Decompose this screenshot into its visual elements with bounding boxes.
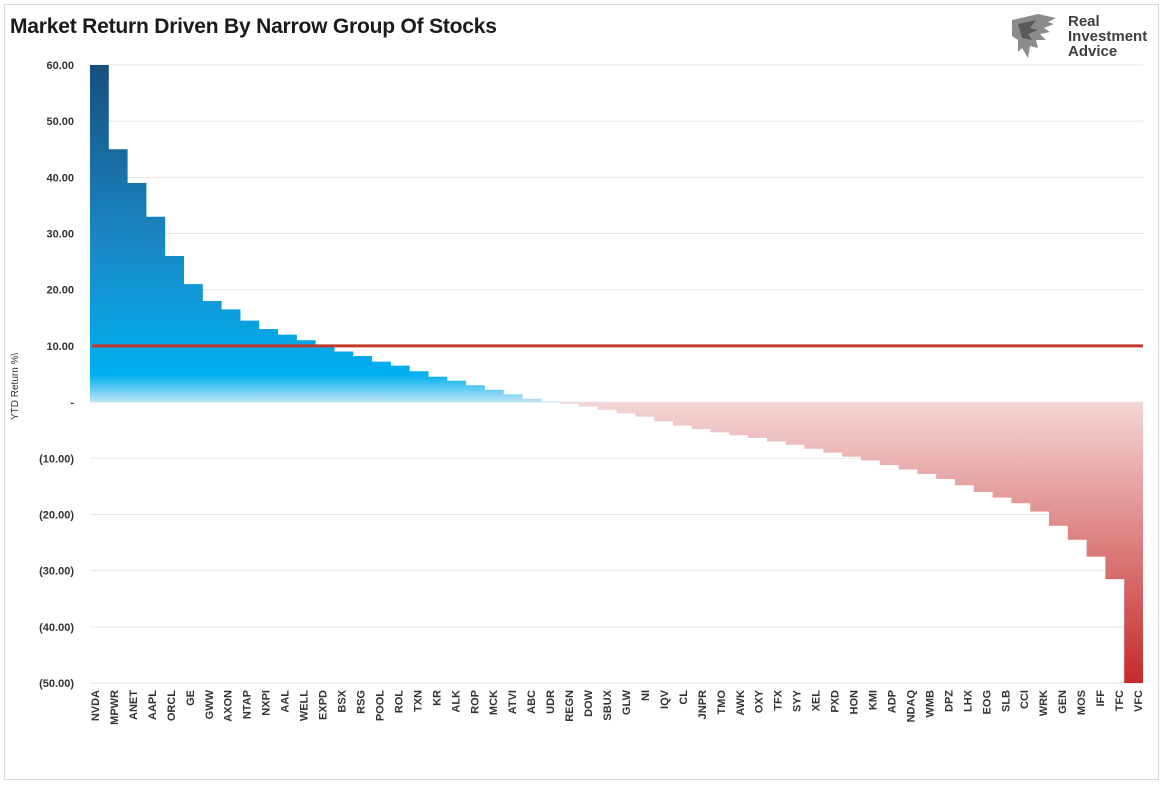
y-tick-label: (40.00) [39, 622, 74, 634]
x-tick-label: MPWR [109, 690, 121, 725]
x-tick-label: ROL [393, 690, 405, 714]
x-tick-label: GLW [621, 689, 633, 715]
x-tick-label: VFC [1133, 690, 1145, 712]
x-tick-label: ROP [469, 690, 481, 714]
eagle-icon [1012, 14, 1056, 58]
x-tick-label: DPZ [943, 690, 955, 712]
x-tick-label: OXY [754, 689, 766, 713]
x-tick-label: SYY [792, 689, 804, 712]
x-tick-label: NTAP [242, 690, 254, 719]
x-tick-label: GWW [204, 689, 216, 719]
x-tick-label: NXPI [261, 690, 273, 716]
x-tick-label: TFC [1114, 690, 1126, 711]
x-tick-label: SLB [1000, 690, 1012, 712]
y-tick-label: (30.00) [39, 566, 74, 578]
brand-logo: Real Investment Advice [1008, 12, 1158, 62]
x-tick-label: KMI [868, 690, 880, 710]
x-tick-label: AXON [223, 690, 235, 722]
x-tick-label: DOW [583, 689, 595, 717]
negative-area [560, 402, 1143, 683]
y-tick-label: (10.00) [39, 453, 74, 465]
x-tick-label: PXD [830, 690, 842, 713]
x-tick-label: RSG [355, 690, 367, 714]
x-tick-label: WELL [299, 690, 311, 721]
x-tick-label: JNPR [697, 690, 709, 719]
x-tick-label: MCK [488, 690, 500, 715]
logo-line-1: Real [1068, 13, 1100, 30]
x-tick-label: SBUX [602, 689, 614, 720]
x-tick-label: NDAQ [905, 690, 917, 723]
x-tick-label: AAL [280, 690, 292, 713]
x-tick-label: EXPD [318, 690, 330, 720]
x-tick-label: ABC [526, 690, 538, 714]
x-tick-label: CCI [1019, 690, 1031, 709]
x-tick-label: ATVI [507, 690, 519, 714]
y-tick-label: - [70, 397, 74, 409]
chart-title: Market Return Driven By Narrow Group Of … [10, 15, 497, 38]
x-tick-label: NVDA [90, 690, 102, 721]
y-tick-label: (50.00) [39, 678, 74, 690]
logo-line-3: Advice [1068, 43, 1118, 60]
x-tick-label: WMB [924, 690, 936, 718]
y-tick-label: 20.00 [46, 285, 74, 297]
y-tick-label: (20.00) [39, 509, 74, 521]
x-tick-label: XEL [811, 690, 823, 712]
x-tick-label: EOG [981, 690, 993, 714]
data-area [90, 65, 1143, 683]
x-tick-label: NI [640, 690, 652, 701]
x-tick-label: POOL [374, 690, 386, 721]
y-tick-label: 60.00 [46, 60, 74, 72]
x-tick-label: AAPL [147, 690, 159, 720]
x-tick-label: TFX [773, 689, 785, 710]
y-tick-label: 10.00 [46, 341, 74, 353]
x-tick-label: BSX [337, 689, 349, 712]
x-tick-labels: NVDA MPWR ANET AAPL ORCL GE GWW AXON NTAP NXPI AAL… [90, 689, 1145, 724]
y-tick-label: 50.00 [46, 116, 74, 128]
x-tick-label: UDR [545, 690, 557, 714]
x-tick-label: WRK [1038, 690, 1050, 716]
x-tick-label: MOS [1076, 690, 1088, 715]
x-tick-label: CL [678, 690, 690, 705]
x-tick-label: TMO [716, 690, 728, 715]
logo-text: Real Investment Advice [1068, 14, 1147, 59]
x-tick-label: GE [185, 690, 197, 706]
x-tick-label: GEN [1057, 690, 1069, 714]
y-tick-label: 30.00 [46, 229, 74, 241]
y-tick-labels: 60.00 50.00 40.00 30.00 20.00 10.00 - (10.00) (2… [39, 60, 74, 690]
x-tick-label: HON [849, 690, 861, 715]
x-tick-label: ALK [450, 690, 462, 713]
x-tick-label: TXN [412, 690, 424, 712]
logo-line-2: Investment [1068, 28, 1148, 45]
x-tick-label: KR [431, 690, 443, 706]
x-tick-label: AWK [735, 690, 747, 716]
x-tick-label: LHX [962, 689, 974, 712]
x-tick-label: ORCL [166, 690, 178, 721]
x-tick-label: ANET [128, 690, 140, 720]
y-tick-label: 40.00 [46, 172, 74, 184]
x-tick-label: IQV [659, 689, 671, 709]
x-tick-label: ADP [886, 690, 898, 713]
x-tick-label: REGN [564, 690, 576, 722]
x-tick-label: IFF [1095, 690, 1107, 707]
positive-area [90, 65, 561, 403]
